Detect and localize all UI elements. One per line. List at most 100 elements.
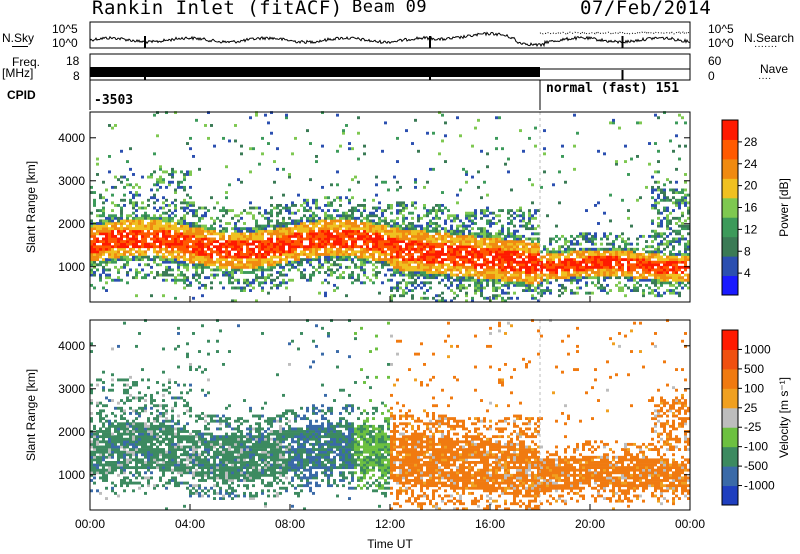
velocity-cell	[111, 347, 114, 351]
power-cell	[210, 124, 213, 127]
power-cell	[507, 242, 510, 246]
power-cell	[558, 263, 561, 267]
power-cell	[363, 206, 366, 210]
power-cell	[336, 268, 339, 272]
velocity-cell	[90, 417, 93, 421]
power-cell	[342, 129, 345, 133]
power-cell	[471, 219, 474, 223]
power-cell	[492, 247, 495, 251]
power-cell	[96, 255, 99, 259]
velocity-cell	[105, 479, 108, 482]
power-cell	[222, 227, 225, 231]
date-title: 07/Feb/2014	[580, 0, 712, 19]
power-cell	[627, 271, 630, 274]
power-cell	[345, 258, 348, 262]
power-cell	[177, 227, 180, 231]
power-cell	[525, 242, 528, 246]
power-cell	[279, 265, 282, 269]
velocity-cell	[93, 466, 96, 470]
power-cell	[384, 260, 387, 264]
power-cell	[279, 281, 282, 285]
power-cell	[516, 271, 519, 274]
power-cell	[462, 273, 465, 277]
power-cell	[294, 255, 297, 259]
power-cell	[381, 180, 384, 184]
power-cell	[534, 260, 537, 264]
power-cell	[396, 247, 399, 251]
power-cell	[393, 224, 396, 228]
power-cell	[441, 203, 444, 207]
power-cell	[267, 216, 270, 220]
power-cell	[603, 255, 606, 259]
power-cell	[345, 294, 348, 298]
power-cell	[642, 271, 645, 274]
power-cell	[201, 234, 204, 238]
power-cell	[471, 232, 474, 236]
power-cell	[684, 224, 687, 228]
power-cell	[684, 173, 687, 176]
power-cell	[450, 242, 453, 246]
power-cell	[450, 245, 453, 249]
power-cell	[435, 276, 438, 280]
power-cell	[339, 222, 342, 225]
power-cell	[480, 271, 483, 274]
power-cell	[318, 245, 321, 249]
power-cell	[573, 265, 576, 269]
power-cell	[381, 260, 384, 264]
power-cell	[126, 263, 129, 267]
power-cell	[330, 203, 333, 207]
power-cell	[408, 245, 411, 249]
power-cell	[681, 271, 684, 274]
power-cell	[222, 229, 225, 233]
power-cell	[426, 258, 429, 262]
power-cell	[162, 237, 165, 241]
power-cell	[276, 255, 279, 259]
power-cell	[366, 247, 369, 251]
power-cell	[210, 247, 213, 251]
power-cell	[459, 263, 462, 267]
power-cell	[645, 260, 648, 264]
power-cell	[255, 276, 258, 280]
power-cell	[228, 234, 231, 238]
power-cell	[459, 258, 462, 262]
power-cell	[207, 276, 210, 280]
power-cell	[528, 209, 531, 213]
power-cell	[525, 271, 528, 274]
power-cell	[396, 227, 399, 231]
power-cell	[510, 278, 513, 282]
power-cell	[285, 227, 288, 231]
power-cell	[165, 265, 168, 269]
power-cell	[588, 232, 591, 236]
power-cell	[270, 260, 273, 264]
power-cell	[204, 258, 207, 262]
power-cell	[294, 211, 297, 215]
power-cell	[126, 273, 129, 277]
power-cell	[306, 209, 309, 213]
power-cell	[531, 232, 534, 236]
power-cell	[672, 271, 675, 274]
power-cell	[504, 240, 507, 243]
power-cell	[381, 250, 384, 254]
power-cell	[93, 201, 96, 205]
power-cell	[192, 258, 195, 262]
power-cell	[327, 273, 330, 277]
power-cell	[603, 273, 606, 277]
power-cell	[582, 260, 585, 264]
power-cell	[315, 219, 318, 223]
power-cell	[570, 273, 573, 277]
power-cell	[195, 245, 198, 249]
power-cell	[120, 219, 123, 223]
power-cell	[204, 214, 207, 218]
power-cell	[633, 252, 636, 256]
power-cell	[423, 247, 426, 251]
power-cell	[279, 224, 282, 228]
power-cell	[477, 185, 480, 189]
power-cell	[105, 219, 108, 223]
power-cell	[411, 142, 414, 145]
power-cell	[687, 206, 690, 210]
power-cell	[114, 265, 117, 269]
power-cell	[153, 250, 156, 254]
power-cell	[642, 260, 645, 264]
power-cell	[237, 219, 240, 223]
power-cell	[201, 263, 204, 267]
